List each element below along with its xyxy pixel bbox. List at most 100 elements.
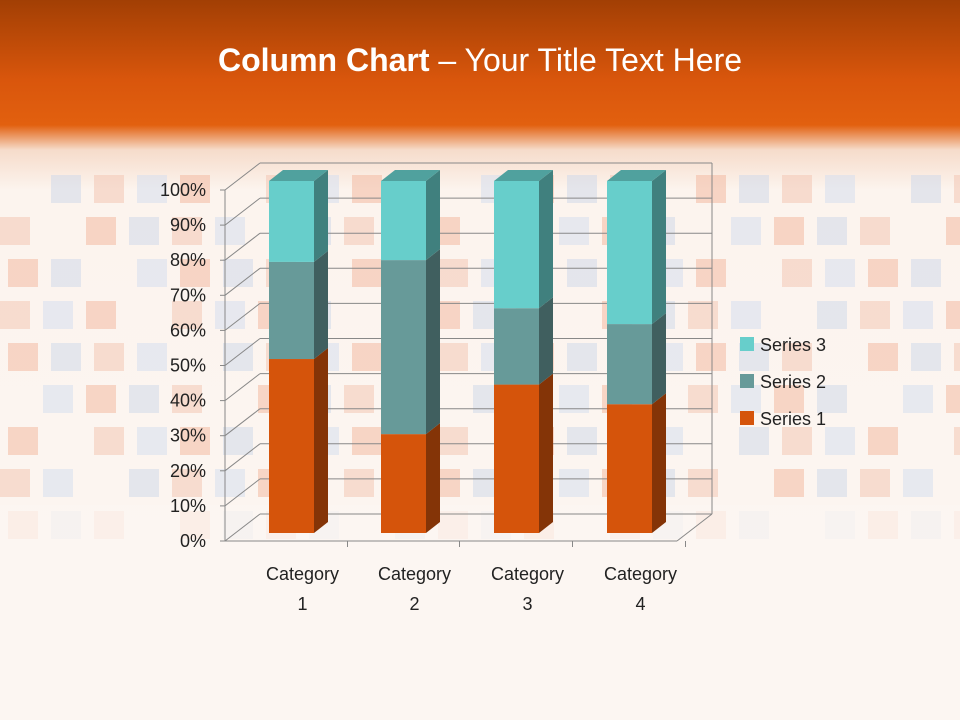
legend-label: Series 2 <box>760 372 826 392</box>
decorative-cube <box>8 343 38 371</box>
bar-side-series-3 <box>314 170 328 262</box>
decorative-cube <box>860 217 890 245</box>
bar-top <box>494 170 553 181</box>
bar-segment-series-2 <box>269 261 314 360</box>
y-tick-label: 80% <box>170 250 206 270</box>
decorative-cube <box>825 259 855 287</box>
bar-top <box>381 170 440 181</box>
bar-segment-series-3 <box>607 181 652 325</box>
decorative-cube <box>0 301 30 329</box>
bar-top <box>607 170 666 181</box>
y-tick-label: 50% <box>170 356 206 376</box>
decorative-cube <box>137 259 167 287</box>
y-tick-label: 0% <box>180 531 206 551</box>
decorative-cube <box>696 259 726 287</box>
decorative-cube <box>438 343 468 371</box>
decorative-cube <box>438 427 468 455</box>
decorative-cube <box>688 301 718 329</box>
decorative-cube <box>51 343 81 371</box>
bar-segment-series-1 <box>494 384 539 533</box>
decorative-cube <box>567 343 597 371</box>
bar-side-series-1 <box>539 373 553 533</box>
decorative-cube <box>903 385 933 413</box>
bar-side-series-2 <box>314 250 328 360</box>
decorative-cube <box>782 343 812 371</box>
decorative-cube <box>172 301 202 329</box>
decorative-cube <box>129 385 159 413</box>
x-category-label: Category <box>604 564 677 584</box>
decorative-cube <box>825 427 855 455</box>
gridline-side <box>224 267 261 296</box>
decorative-cube <box>946 385 960 413</box>
decorative-cube <box>137 343 167 371</box>
decorative-cube <box>51 259 81 287</box>
y-tick-label: 10% <box>170 496 206 516</box>
y-tick-label: 100% <box>160 180 206 200</box>
gridline-side <box>224 338 261 366</box>
decorative-cube <box>731 301 761 329</box>
decorative-cube <box>215 301 245 329</box>
decorative-cube <box>817 469 847 497</box>
decorative-cube <box>43 469 73 497</box>
decorative-cube <box>137 427 167 455</box>
decorative-cube <box>86 385 116 413</box>
decorative-cube <box>438 259 468 287</box>
decorative-cube <box>559 217 589 245</box>
decorative-cube <box>344 217 374 245</box>
decorative-cube <box>868 259 898 287</box>
gridline-side <box>224 408 261 437</box>
decorative-cube <box>688 469 718 497</box>
gridline-side <box>224 303 261 331</box>
bar-side-series-3 <box>652 170 666 325</box>
decorative-cube <box>731 385 761 413</box>
y-tick-label: 60% <box>170 320 206 340</box>
decorative-cube <box>903 469 933 497</box>
slide-title: Column Chart – Your Title Text Here <box>217 42 743 78</box>
decorative-cube <box>774 469 804 497</box>
decorative-cube <box>94 427 124 455</box>
legend-swatch <box>740 411 754 425</box>
decorative-cube <box>352 259 382 287</box>
y-tick-label: 70% <box>170 285 206 305</box>
bar-side-series-3 <box>539 170 553 309</box>
x-category-label: 3 <box>522 594 532 614</box>
decorative-cube <box>94 175 124 203</box>
legend-swatch <box>740 337 754 351</box>
decorative-cube <box>567 427 597 455</box>
bar-segment-series-2 <box>607 324 652 405</box>
decorative-cube <box>911 259 941 287</box>
decorative-cube <box>180 427 210 455</box>
x-category-label: Category <box>266 564 339 584</box>
floor-edge <box>676 513 713 542</box>
decorative-cube <box>817 301 847 329</box>
decorative-cube <box>860 469 890 497</box>
decorative-cube <box>129 469 159 497</box>
bar-side-series-2 <box>426 249 440 435</box>
decorative-cube <box>172 469 202 497</box>
decorative-cube <box>954 175 960 203</box>
decorative-cube <box>954 343 960 371</box>
legend-label: Series 3 <box>760 335 826 355</box>
gridline-side <box>224 197 261 226</box>
decorative-cube <box>782 427 812 455</box>
y-tick-label: 90% <box>170 215 206 235</box>
decorative-cube <box>774 217 804 245</box>
bar-segment-series-3 <box>381 181 426 261</box>
gridline-side <box>224 443 261 472</box>
bar-side-series-1 <box>426 423 440 533</box>
bar-segment-series-3 <box>269 181 314 262</box>
decorative-cube <box>51 175 81 203</box>
decorative-cube <box>86 301 116 329</box>
decorative-cube <box>946 301 960 329</box>
bar-segment-series-1 <box>269 359 314 533</box>
decorative-cube <box>946 217 960 245</box>
decorative-cube <box>8 427 38 455</box>
decorative-cube <box>344 469 374 497</box>
x-category-label: 4 <box>635 594 645 614</box>
gridline-side <box>224 232 261 261</box>
decorative-cube <box>223 259 253 287</box>
legend-swatch <box>740 374 754 388</box>
bar-side-series-1 <box>314 348 328 533</box>
bar-top <box>269 170 328 181</box>
